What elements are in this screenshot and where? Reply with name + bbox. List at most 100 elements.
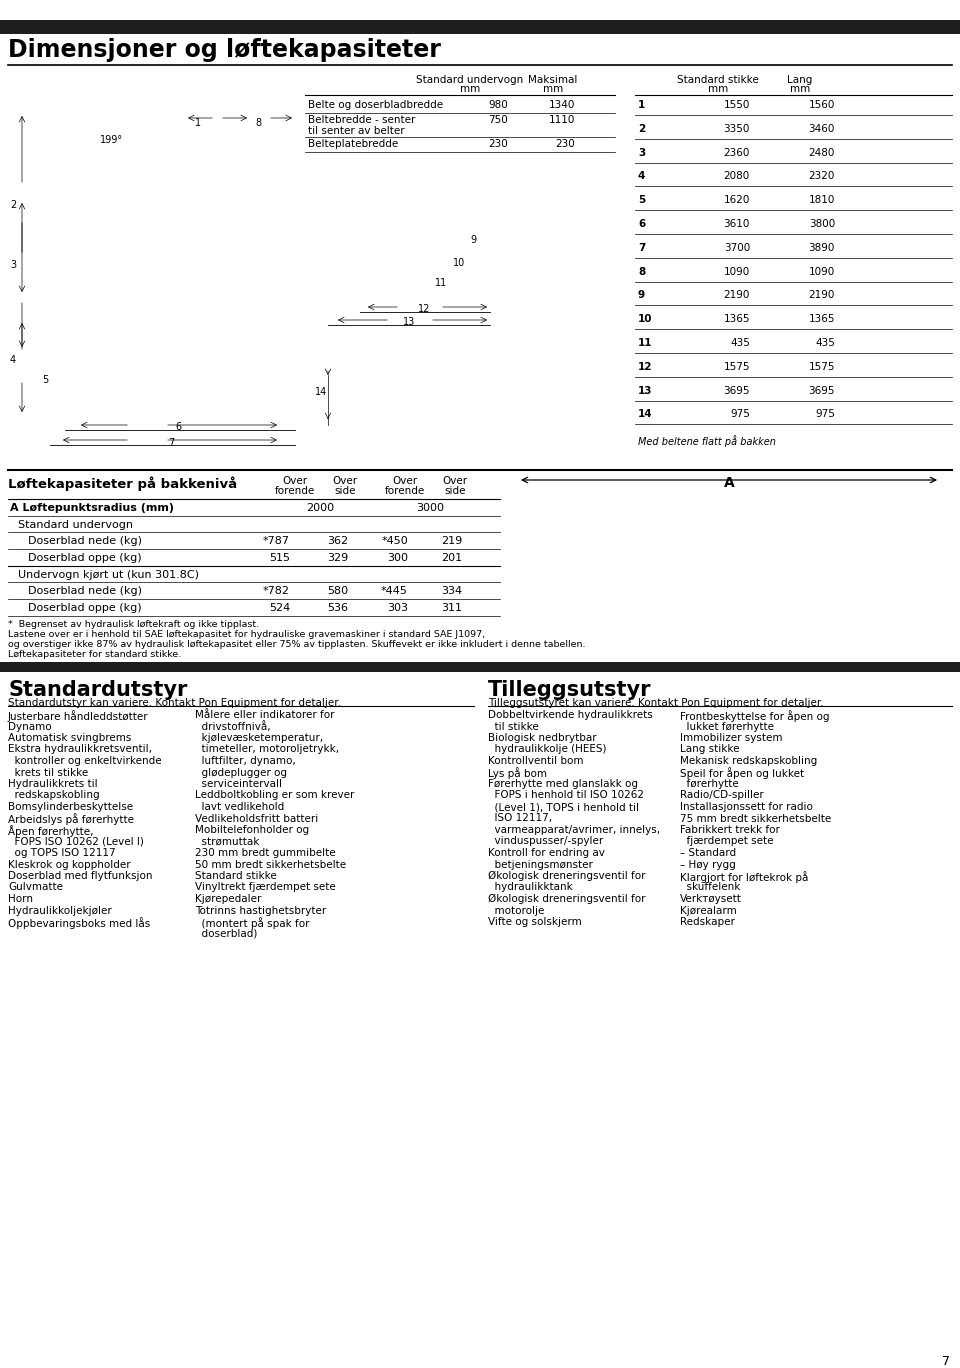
Text: – Høy rygg: – Høy rygg bbox=[680, 859, 735, 870]
Text: Doserblad nede (kg): Doserblad nede (kg) bbox=[28, 586, 142, 596]
Text: timeteller, motoroljetrykk,: timeteller, motoroljetrykk, bbox=[195, 744, 339, 755]
Text: 11: 11 bbox=[435, 278, 447, 289]
Text: Dobbeltvirkende hydraulikkrets: Dobbeltvirkende hydraulikkrets bbox=[488, 710, 653, 720]
Text: 7: 7 bbox=[638, 242, 645, 253]
Text: 6: 6 bbox=[638, 219, 645, 228]
Text: 14: 14 bbox=[315, 387, 327, 397]
Text: lavt vedlikehold: lavt vedlikehold bbox=[195, 802, 284, 813]
Text: Mekanisk redskapskobling: Mekanisk redskapskobling bbox=[680, 757, 817, 766]
Text: Justerbare håndleddstøtter: Justerbare håndleddstøtter bbox=[8, 710, 149, 722]
Text: 1575: 1575 bbox=[724, 361, 750, 372]
Text: 2320: 2320 bbox=[808, 171, 835, 182]
Text: Målere eller indikatorer for: Målere eller indikatorer for bbox=[195, 710, 334, 720]
Text: 1365: 1365 bbox=[808, 315, 835, 324]
Text: Klargjort for løftekrok på: Klargjort for løftekrok på bbox=[680, 871, 808, 882]
Text: 3700: 3700 bbox=[724, 242, 750, 253]
Text: 3610: 3610 bbox=[724, 219, 750, 228]
Text: Immobilizer system: Immobilizer system bbox=[680, 733, 782, 743]
Text: 2000: 2000 bbox=[306, 503, 334, 513]
Text: 1090: 1090 bbox=[724, 267, 750, 276]
Text: Kjørepedaler: Kjørepedaler bbox=[195, 895, 261, 904]
Bar bbox=[480, 662, 960, 672]
Text: 980: 980 bbox=[489, 100, 508, 109]
Text: side: side bbox=[444, 486, 466, 497]
Text: Biologisk nedbrytbar: Biologisk nedbrytbar bbox=[488, 733, 596, 743]
Text: 3: 3 bbox=[10, 260, 16, 269]
Text: 1090: 1090 bbox=[808, 267, 835, 276]
Text: Hydraulikkoljekjøler: Hydraulikkoljekjøler bbox=[8, 906, 111, 915]
Text: Fabrikkert trekk for: Fabrikkert trekk for bbox=[680, 825, 780, 834]
Text: Over: Over bbox=[332, 476, 357, 486]
Text: Vedlikeholdsfritt batteri: Vedlikeholdsfritt batteri bbox=[195, 814, 319, 824]
Text: Maksimal: Maksimal bbox=[528, 75, 578, 85]
Text: (montert på spak for: (montert på spak for bbox=[195, 917, 309, 929]
Text: Doserblad oppe (kg): Doserblad oppe (kg) bbox=[28, 553, 142, 564]
Bar bbox=[0, 662, 960, 672]
Text: Over: Over bbox=[282, 476, 307, 486]
Text: 6: 6 bbox=[175, 421, 181, 432]
Text: varmeapparat/avrimer, innelys,: varmeapparat/avrimer, innelys, bbox=[488, 825, 660, 834]
Text: Doserblad nede (kg): Doserblad nede (kg) bbox=[28, 536, 142, 546]
Text: 2190: 2190 bbox=[724, 290, 750, 301]
Text: vinduspusser/-spyler: vinduspusser/-spyler bbox=[488, 836, 603, 847]
Text: Beltebredde - senter: Beltebredde - senter bbox=[308, 115, 416, 124]
Text: 1620: 1620 bbox=[724, 196, 750, 205]
Text: Frontbeskyttelse for åpen og: Frontbeskyttelse for åpen og bbox=[680, 710, 829, 722]
Text: kjølevæsketemperatur,: kjølevæsketemperatur, bbox=[195, 733, 324, 743]
Text: *787: *787 bbox=[263, 536, 290, 546]
Text: 230: 230 bbox=[489, 140, 508, 149]
Text: 329: 329 bbox=[326, 553, 348, 564]
Text: 1340: 1340 bbox=[548, 100, 575, 109]
Text: førerhytte: førerhytte bbox=[680, 778, 739, 789]
Text: 14: 14 bbox=[638, 409, 653, 420]
Text: 1810: 1810 bbox=[808, 196, 835, 205]
Text: 75 mm bredt sikkerhetsbelte: 75 mm bredt sikkerhetsbelte bbox=[680, 814, 831, 824]
Text: Doserblad oppe (kg): Doserblad oppe (kg) bbox=[28, 603, 142, 613]
Text: A: A bbox=[724, 476, 734, 490]
Text: Lastene over er i henhold til SAE løftekapasitet for hydrauliske gravemaskiner i: Lastene over er i henhold til SAE løftek… bbox=[8, 631, 485, 639]
Text: 2080: 2080 bbox=[724, 171, 750, 182]
Text: 2360: 2360 bbox=[724, 148, 750, 157]
Text: 201: 201 bbox=[441, 553, 462, 564]
Text: Lys på bom: Lys på bom bbox=[488, 767, 547, 780]
Text: forende: forende bbox=[275, 486, 315, 497]
Text: Vinyltrekt fjærdempet sete: Vinyltrekt fjærdempet sete bbox=[195, 882, 336, 892]
Text: glødeplugger og: glødeplugger og bbox=[195, 767, 287, 777]
Text: 311: 311 bbox=[441, 603, 462, 613]
Text: 975: 975 bbox=[815, 409, 835, 420]
Text: 219: 219 bbox=[441, 536, 462, 546]
Text: 300: 300 bbox=[387, 553, 408, 564]
Text: side: side bbox=[334, 486, 356, 497]
Text: hydraulikktank: hydraulikktank bbox=[488, 882, 573, 892]
Text: 3695: 3695 bbox=[724, 386, 750, 395]
Text: 2: 2 bbox=[638, 123, 645, 134]
Text: 5: 5 bbox=[638, 196, 645, 205]
Text: 3350: 3350 bbox=[724, 123, 750, 134]
Text: 11: 11 bbox=[638, 338, 653, 347]
Text: 50 mm bredt sikkerhetsbelte: 50 mm bredt sikkerhetsbelte bbox=[195, 859, 347, 870]
Text: skuffelenk: skuffelenk bbox=[680, 882, 740, 892]
Text: 2: 2 bbox=[10, 200, 16, 211]
Text: Undervogn kjørt ut (kun 301.8C): Undervogn kjørt ut (kun 301.8C) bbox=[18, 570, 199, 580]
Text: Over: Over bbox=[393, 476, 418, 486]
Text: 362: 362 bbox=[326, 536, 348, 546]
Text: Belte og doserbladbredde: Belte og doserbladbredde bbox=[308, 100, 444, 109]
Text: 1: 1 bbox=[195, 118, 202, 129]
Text: 3: 3 bbox=[638, 148, 645, 157]
Text: Over: Over bbox=[443, 476, 468, 486]
Text: mm: mm bbox=[708, 83, 728, 94]
Text: 3890: 3890 bbox=[808, 242, 835, 253]
Text: 515: 515 bbox=[269, 553, 290, 564]
Text: Dimensjoner og løftekapasiteter: Dimensjoner og løftekapasiteter bbox=[8, 38, 441, 62]
Text: 3695: 3695 bbox=[808, 386, 835, 395]
Text: Standard stikke: Standard stikke bbox=[195, 871, 276, 881]
Text: 230: 230 bbox=[555, 140, 575, 149]
Text: 1: 1 bbox=[638, 100, 645, 109]
Text: serviceintervall: serviceintervall bbox=[195, 778, 282, 789]
Text: Standardutstyr: Standardutstyr bbox=[8, 680, 187, 700]
Text: 1550: 1550 bbox=[724, 100, 750, 109]
Text: til senter av belter: til senter av belter bbox=[308, 126, 404, 135]
Text: Oppbevaringsboks med lås: Oppbevaringsboks med lås bbox=[8, 917, 151, 929]
Text: FOPS i henhold til ISO 10262: FOPS i henhold til ISO 10262 bbox=[488, 791, 644, 800]
Text: 7: 7 bbox=[168, 438, 175, 447]
